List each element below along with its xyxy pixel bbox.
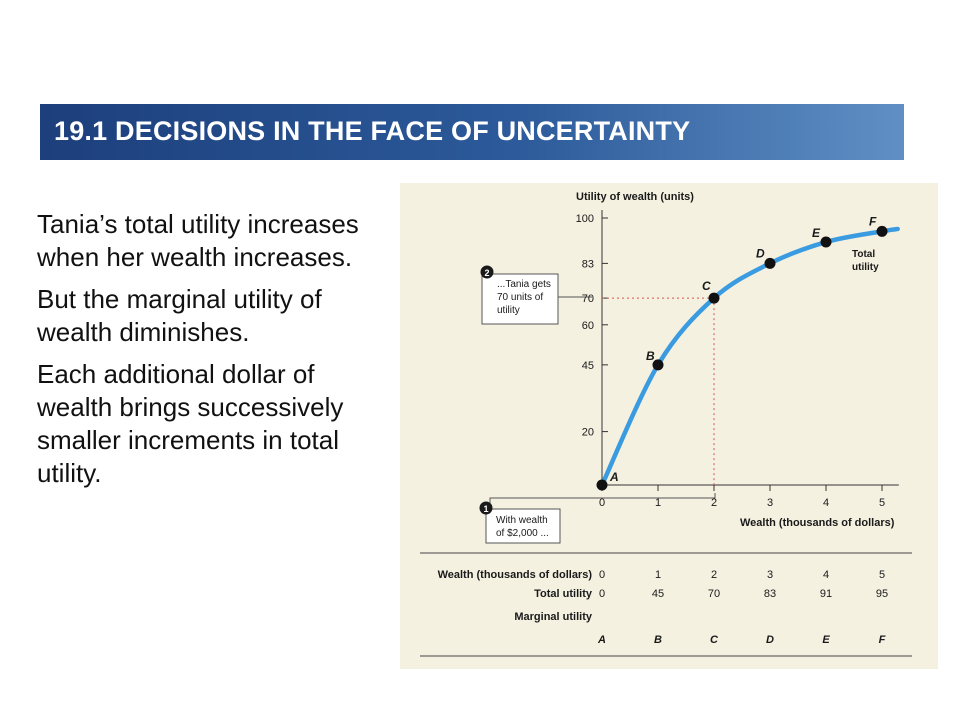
table-cell-r1-c5: 95 [876,588,888,600]
table-point-c: C [710,634,719,646]
table-cell-r0-c2: 2 [711,569,717,581]
x-tick-label-2: 2 [711,497,717,509]
slide-body: Tania’s total utility increases when her… [37,208,382,499]
data-point-d [764,257,776,269]
slide-title: 19.1 DECISIONS IN THE FACE OF UNCERTAINT… [54,116,691,146]
table-row-label-total-utility: Total utility [534,588,593,600]
table-point-b: B [654,634,662,646]
data-point-a [596,479,608,491]
point-label-f: F [869,214,877,228]
table-cell-r1-c3: 83 [764,588,776,600]
table-row-label-wealth: Wealth (thousands of dollars) [438,569,593,581]
callout-1-box [485,508,561,544]
body-paragraph-2: But the marginal utility of wealth dimin… [37,284,322,347]
table-cell-r1-c0: 0 [599,588,605,600]
table-cell-r0-c4: 4 [823,569,829,581]
series-label-line-1: Total [852,249,875,260]
table-point-a: A [597,634,606,646]
x-tick-label-1: 1 [655,497,661,509]
callout-2-box [481,273,559,325]
table-cell-r1-c2: 70 [708,588,720,600]
table-cell-r1-c4: 91 [820,588,832,600]
callout-2: 2 ...Tania gets 70 units of utility [480,265,592,325]
y-tick-label-60: 60 [582,320,594,332]
callout-1-badge [479,501,493,515]
callout-2-badge [480,265,494,279]
data-point-e [820,236,832,248]
body-paragraph-3: Each additional dollar of wealth brings … [37,359,344,488]
series-label-line-2: utility [852,262,879,273]
body-paragraph-1: Tania’s total utility increases when her… [37,209,359,272]
y-tick-label-83: 83 [582,258,594,270]
x-tick-label-3: 3 [767,497,773,509]
callout-2-line-2: 70 units of [497,292,543,303]
table-row-label-marginal-utility: Marginal utility [514,611,593,623]
y-axis-label: Utility of wealth (units) [576,191,694,203]
point-label-a: A [609,470,619,484]
data-point-b [652,359,664,371]
utility-figure: Utility of wealth (units) Wealth (thousa… [400,183,938,669]
callout-1: 1 With wealth of $2,000 ... [479,493,716,544]
callout-2-line-1: ...Tania gets [497,279,551,290]
callout-1-line-1: With wealth [496,515,548,526]
point-label-e: E [812,226,821,240]
table-cell-r1-c1: 45 [652,588,664,600]
x-axis-label: Wealth (thousands of dollars) [740,517,895,529]
utility-chart: Utility of wealth (units) Wealth (thousa… [420,191,912,657]
table-cell-r0-c3: 3 [767,569,773,581]
table-cell-r0-c0: 0 [599,569,605,581]
callout-1-line-2: of $2,000 ... [496,528,549,539]
x-tick-label-0: 0 [599,497,605,509]
callout-2-number: 2 [484,268,489,278]
callout-2-line-3: utility [497,305,520,316]
x-tick-label-5: 5 [879,497,885,509]
table-point-e: E [822,634,830,646]
table-cells: 0 1 2 3 4 50 45 70 83 91 95A B C D E F [597,569,888,646]
data-point-f [876,225,888,237]
table-point-d: D [766,634,774,646]
utility-table: Wealth (thousands of dollars) Total util… [420,552,912,657]
y-tick-label-45: 45 [582,360,594,372]
point-label-c: C [702,279,711,293]
point-label-b: B [646,349,655,363]
point-label-d: D [756,246,765,260]
y-tick-label-100: 100 [576,213,594,225]
slide-title-bar: 19.1 DECISIONS IN THE FACE OF UNCERTAINT… [40,104,904,160]
table-cell-r0-c1: 1 [655,569,661,581]
table-cell-r0-c5: 5 [879,569,885,581]
callout-1-number: 1 [483,504,488,514]
y-tick-label-70: 70 [582,293,594,305]
y-tick-label-20: 20 [582,427,594,439]
table-point-f: F [879,634,886,646]
data-point-c [708,292,720,304]
x-tick-label-4: 4 [823,497,829,509]
